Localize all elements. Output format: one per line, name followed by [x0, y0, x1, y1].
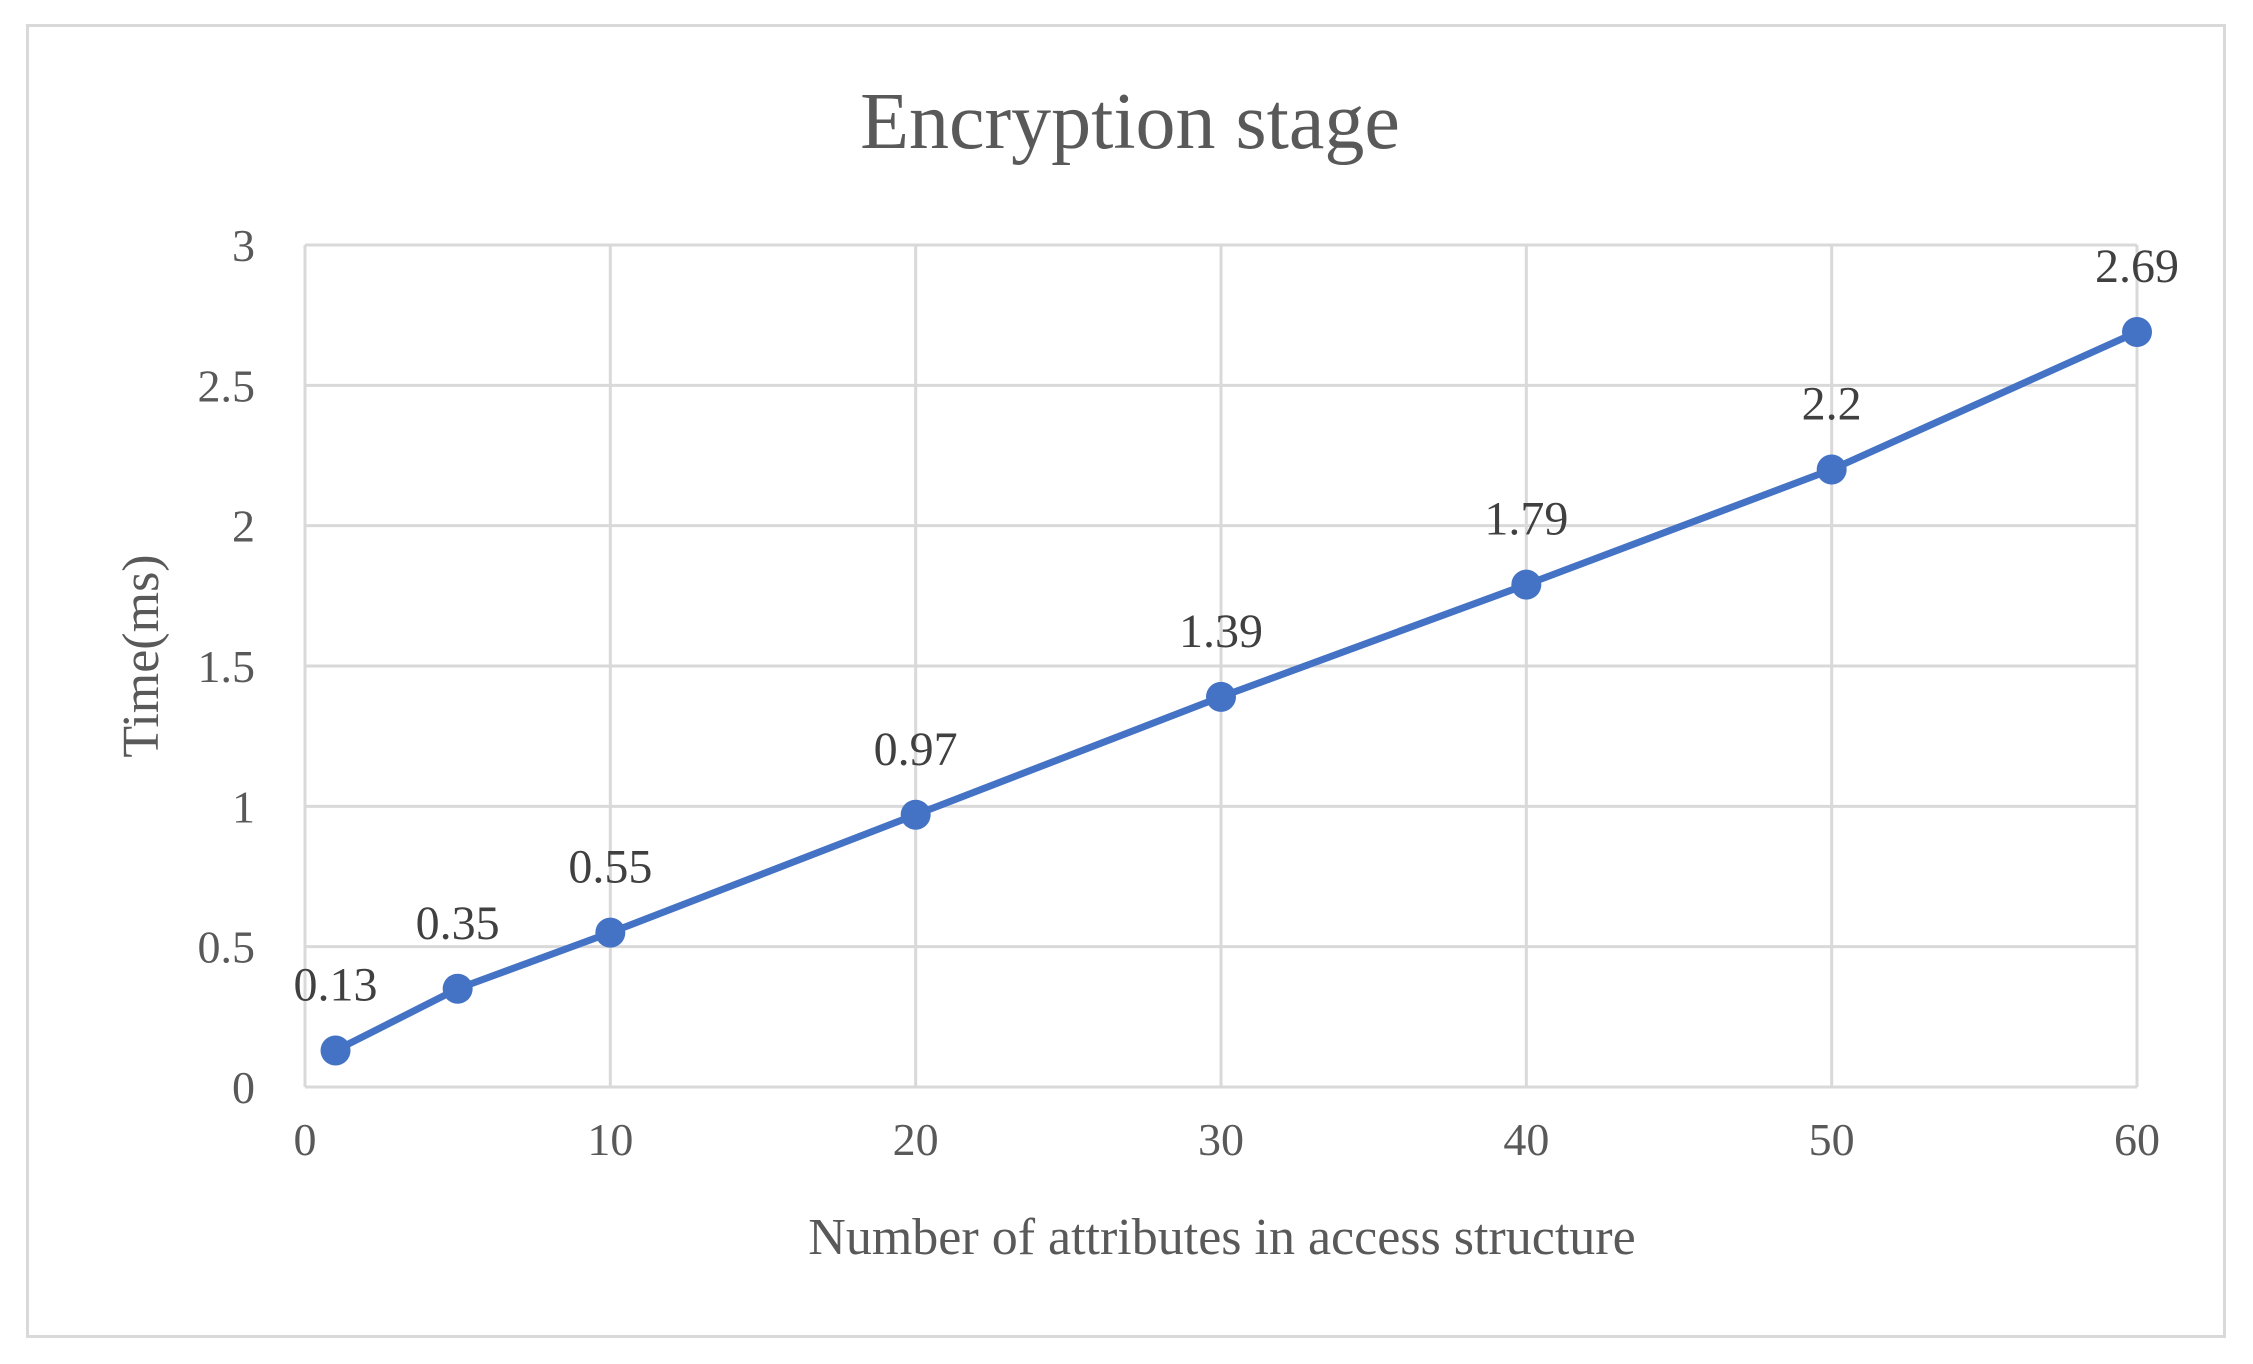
data-label: 1.39	[1179, 605, 1263, 658]
data-point	[2122, 317, 2152, 348]
data-label: 0.97	[874, 723, 958, 776]
y-axis-title: Time(ms)	[113, 554, 170, 757]
chart-frame	[26, 24, 2226, 1338]
x-tick-label: 50	[1809, 1114, 1855, 1165]
data-labels: 0.13 0.35 0.55 0.97 1.39 1.79 2.2 2.69	[294, 240, 2179, 1012]
data-label: 2.2	[1802, 378, 1862, 431]
data-point	[1206, 681, 1236, 712]
y-axis-ticks: 0 0.5 1 1.5 2 2.5 3	[198, 220, 256, 1113]
chart-title: Encryption stage	[860, 78, 1400, 166]
y-tick-label: 1	[232, 781, 255, 832]
data-point	[900, 799, 931, 830]
data-label: 0.55	[568, 841, 652, 894]
x-tick-label: 30	[1198, 1114, 1244, 1165]
x-tick-label: 20	[893, 1114, 939, 1165]
data-label: 0.35	[416, 897, 500, 950]
data-point	[595, 917, 626, 948]
data-point	[1511, 569, 1542, 600]
y-tick-label: 1.5	[198, 641, 256, 692]
gridlines	[303, 243, 2139, 1089]
x-tick-label: 60	[2114, 1114, 2160, 1165]
y-tick-label: 3	[232, 220, 255, 271]
data-label: 1.79	[1484, 493, 1568, 546]
series-line	[332, 328, 2141, 1055]
x-axis-title: Number of attributes in access structure	[808, 1209, 1635, 1266]
data-point	[442, 973, 473, 1004]
data-point	[320, 1035, 351, 1066]
x-tick-label: 40	[1503, 1114, 1549, 1165]
data-point	[1816, 454, 1847, 485]
x-axis-ticks: 0 10 20 30 40 50 60	[294, 1114, 2161, 1165]
data-label: 0.13	[294, 959, 378, 1012]
y-tick-label: 0	[232, 1062, 255, 1113]
x-tick-label: 0	[294, 1114, 317, 1165]
data-label: 2.69	[2095, 240, 2179, 293]
y-tick-label: 2.5	[198, 360, 256, 411]
y-tick-label: 2	[232, 501, 255, 552]
series-layer	[320, 317, 2152, 1066]
y-tick-label: 0.5	[198, 922, 256, 973]
x-tick-label: 10	[587, 1114, 633, 1165]
